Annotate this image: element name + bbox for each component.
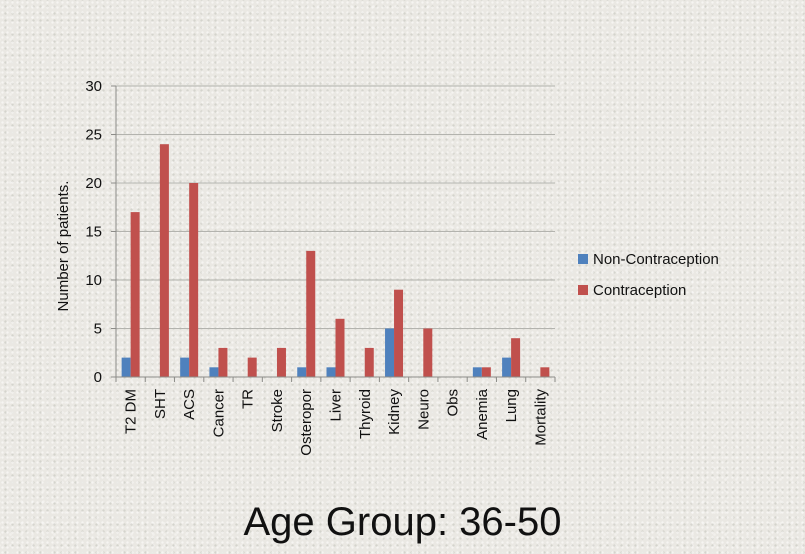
bar-non-contraception	[297, 367, 307, 377]
x-tick-label: Stroke	[269, 389, 286, 432]
y-tick-label: 25	[85, 127, 102, 144]
bar-non-contraception	[121, 357, 131, 377]
y-tick-label: 30	[85, 78, 102, 95]
y-tick-label: 5	[94, 321, 102, 338]
bar-contraception	[306, 250, 316, 377]
bar-non-contraception	[385, 328, 395, 377]
y-tick-label: 20	[85, 175, 102, 192]
bar-non-contraception	[180, 357, 190, 377]
bar-non-contraception	[326, 367, 336, 377]
x-tick-label: Lung	[503, 389, 520, 422]
x-tick-label: Thyroid	[357, 389, 374, 439]
x-tick-label: Obs	[445, 389, 462, 417]
bar-contraception	[394, 289, 404, 377]
bar-contraception	[540, 367, 550, 377]
y-tick-label: 15	[85, 224, 102, 241]
x-tick-label: Osteropor	[298, 389, 315, 456]
bar-contraception	[481, 367, 491, 377]
bar-contraception	[335, 318, 345, 377]
page-title: Age Group: 36-50	[243, 500, 562, 544]
legend-swatch	[578, 254, 588, 264]
y-tick-label: 10	[85, 272, 102, 289]
x-tick-label: Liver	[328, 389, 345, 422]
legend-label: Non-Contraception	[593, 251, 719, 268]
bar-non-contraception	[209, 367, 219, 377]
legend-label: Contraception	[593, 282, 686, 299]
x-tick-label: ACS	[181, 389, 198, 420]
axes	[111, 85, 556, 382]
y-tick-label: 0	[94, 369, 102, 386]
x-tick-label: Mortality	[532, 389, 549, 446]
bar-chart: 0 5 10 15 20 25 30 T2 DM SHT ACS Cancer TR Stroke Os…	[55, 78, 719, 456]
x-tick-label: TR	[240, 389, 257, 409]
bar-contraception	[423, 328, 433, 377]
bar-contraception	[511, 338, 521, 377]
x-tick-label: T2 DM	[123, 389, 140, 434]
x-tick-label: Anemia	[474, 388, 491, 440]
x-tick-label: Neuro	[415, 389, 432, 430]
y-tick-labels: 0 5 10 15 20 25 30	[85, 78, 102, 386]
bar-contraception	[247, 357, 257, 377]
bar-contraception	[276, 347, 286, 377]
gridlines	[116, 85, 555, 329]
bar-contraception	[218, 347, 228, 377]
bar-contraception	[189, 183, 199, 377]
legend: Non-Contraception Contraception	[578, 251, 719, 299]
x-tick-label: SHT	[152, 389, 169, 419]
bar-contraception	[159, 144, 169, 377]
bar-contraception	[130, 212, 140, 377]
bar-contraception	[364, 347, 374, 377]
bars	[121, 144, 550, 377]
x-tick-labels: T2 DM SHT ACS Cancer TR Stroke Osteropor Liver T…	[123, 388, 550, 455]
bar-non-contraception	[472, 367, 482, 377]
x-tick-label: Cancer	[210, 389, 227, 437]
x-tick-label: Kidney	[386, 389, 403, 435]
legend-swatch	[578, 285, 588, 295]
bar-non-contraception	[502, 357, 512, 377]
y-axis-title: Number of patients.	[55, 181, 72, 312]
